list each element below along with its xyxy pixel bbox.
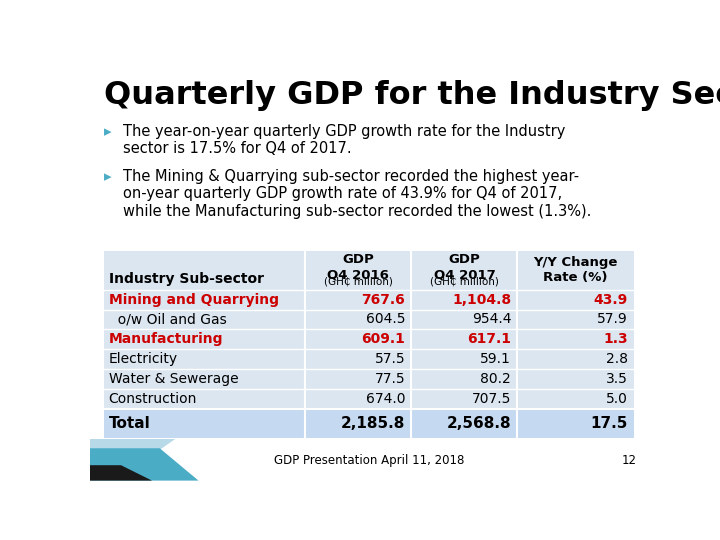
Text: 3.5: 3.5 bbox=[606, 372, 628, 386]
Text: 609.1: 609.1 bbox=[361, 332, 405, 346]
Text: (GH₵ million): (GH₵ million) bbox=[430, 276, 499, 287]
Text: 767.6: 767.6 bbox=[361, 293, 405, 307]
Text: 1,104.8: 1,104.8 bbox=[452, 293, 511, 307]
Text: Manufacturing: Manufacturing bbox=[109, 332, 223, 346]
Text: 5.0: 5.0 bbox=[606, 392, 628, 406]
Bar bbox=[104, 369, 634, 389]
Text: GDP
Q4 2016: GDP Q4 2016 bbox=[328, 253, 390, 281]
Text: 617.1: 617.1 bbox=[467, 332, 511, 346]
Text: 77.5: 77.5 bbox=[374, 372, 405, 386]
Text: GDP
Q4 2017: GDP Q4 2017 bbox=[433, 253, 495, 281]
Polygon shape bbox=[90, 465, 152, 481]
Text: The Mining & Quarrying sub-sector recorded the highest year-
on-year quarterly G: The Mining & Quarrying sub-sector record… bbox=[122, 168, 591, 219]
Text: ▸: ▸ bbox=[104, 124, 112, 139]
Text: Mining and Quarrying: Mining and Quarrying bbox=[109, 293, 279, 307]
Text: ▸: ▸ bbox=[104, 168, 112, 184]
Text: (GH₵ million): (GH₵ million) bbox=[324, 276, 393, 287]
Text: 59.1: 59.1 bbox=[480, 352, 511, 366]
Text: Total: Total bbox=[109, 416, 150, 431]
Text: 57.9: 57.9 bbox=[597, 313, 628, 327]
Text: Industry Sub-sector: Industry Sub-sector bbox=[109, 272, 264, 286]
Bar bbox=[104, 309, 634, 329]
Polygon shape bbox=[90, 448, 199, 481]
Text: o/w Oil and Gas: o/w Oil and Gas bbox=[109, 313, 226, 327]
Text: 2.8: 2.8 bbox=[606, 352, 628, 366]
Text: 12: 12 bbox=[621, 454, 636, 467]
Bar bbox=[104, 409, 634, 438]
Bar bbox=[104, 349, 634, 369]
Text: Water & Sewerage: Water & Sewerage bbox=[109, 372, 238, 386]
Text: Electricity: Electricity bbox=[109, 352, 178, 366]
Text: 2,568.8: 2,568.8 bbox=[446, 416, 511, 431]
Text: 43.9: 43.9 bbox=[593, 293, 628, 307]
Text: 2,185.8: 2,185.8 bbox=[341, 416, 405, 431]
Polygon shape bbox=[90, 439, 175, 450]
Text: Quarterly GDP for the Industry Sector: Quarterly GDP for the Industry Sector bbox=[104, 80, 720, 111]
Bar bbox=[104, 329, 634, 349]
Bar bbox=[104, 389, 634, 409]
Text: 1.3: 1.3 bbox=[603, 332, 628, 346]
Text: 17.5: 17.5 bbox=[590, 416, 628, 431]
Text: 80.2: 80.2 bbox=[480, 372, 511, 386]
Text: 604.5: 604.5 bbox=[366, 313, 405, 327]
Text: The year-on-year quarterly GDP growth rate for the Industry
sector is 17.5% for : The year-on-year quarterly GDP growth ra… bbox=[122, 124, 565, 157]
Bar bbox=[104, 289, 634, 309]
Text: 707.5: 707.5 bbox=[472, 392, 511, 406]
Text: 674.0: 674.0 bbox=[366, 392, 405, 406]
Text: Construction: Construction bbox=[109, 392, 197, 406]
Text: Y/Y Change
Rate (%): Y/Y Change Rate (%) bbox=[534, 256, 618, 285]
Text: GDP Presentation April 11, 2018: GDP Presentation April 11, 2018 bbox=[274, 454, 464, 467]
Text: 57.5: 57.5 bbox=[374, 352, 405, 366]
Bar bbox=[104, 251, 634, 289]
Text: 954.4: 954.4 bbox=[472, 313, 511, 327]
